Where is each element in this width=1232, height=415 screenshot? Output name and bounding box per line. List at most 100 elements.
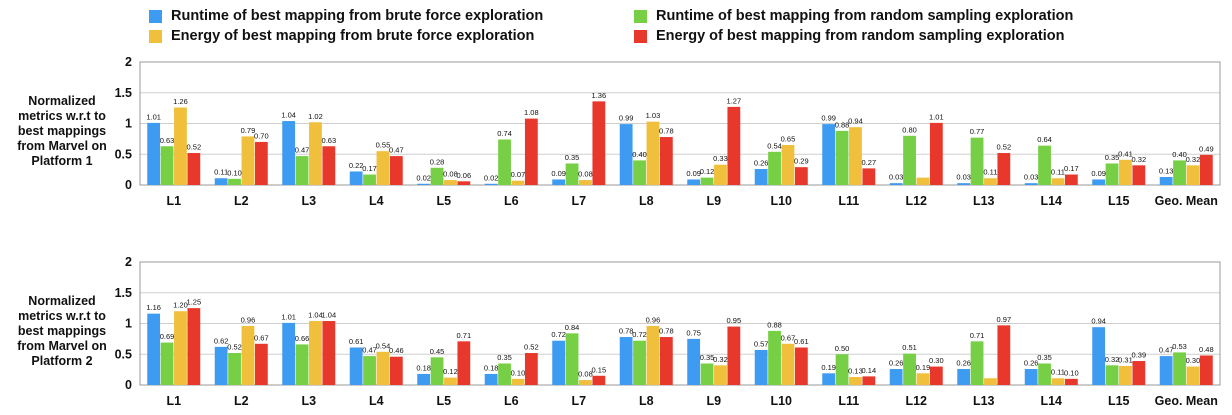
bar	[160, 342, 174, 385]
bar	[1186, 165, 1200, 185]
data-label: 1.20	[173, 301, 188, 310]
chart-platform-1: Normalized metrics w.r.t to best mappings f…	[17, 55, 1221, 208]
x-category-label: L4	[369, 194, 384, 208]
data-label: 0.06	[457, 171, 472, 180]
bar	[849, 377, 862, 385]
bar	[1038, 363, 1051, 385]
data-label: 0.26	[754, 159, 769, 168]
data-label: 0.63	[160, 136, 175, 145]
y-tick-label: 1.5	[115, 286, 132, 300]
data-label: 0.26	[956, 359, 971, 368]
y-tick-label: 0	[125, 178, 132, 192]
bar	[714, 164, 727, 185]
x-category-label: L2	[234, 194, 249, 208]
bar	[714, 365, 727, 385]
bar	[1119, 159, 1132, 185]
bar	[1186, 366, 1200, 385]
bar	[322, 321, 336, 385]
data-label: 0.99	[821, 114, 836, 123]
plot-frame	[139, 261, 1221, 386]
data-label: 0.80	[902, 125, 917, 134]
legend-item-energy-brute-force: Energy of best mapping from brute force …	[149, 27, 534, 45]
x-category-label: L14	[1040, 194, 1062, 208]
data-label: 0.57	[754, 339, 769, 348]
data-label: 0.28	[430, 157, 445, 166]
x-category-label: L10	[770, 194, 792, 208]
bar	[1159, 177, 1173, 185]
bar	[957, 369, 971, 385]
bar	[174, 311, 187, 385]
data-label: 0.10	[1064, 368, 1079, 377]
x-category-label: L12	[905, 194, 927, 208]
x-category-label: L10	[770, 394, 792, 408]
data-label: 0.14	[862, 366, 877, 375]
bar	[1173, 352, 1186, 385]
data-label: 0.49	[1199, 144, 1214, 153]
x-category-label: L13	[973, 394, 995, 408]
y-axis-label: Normalized metrics w.r.t to best mappings f…	[17, 294, 107, 368]
legend-item-runtime-random-sampling: Runtime of best mapping from random samp…	[634, 7, 1073, 25]
legend-label-energy-brute-force: Energy of best mapping from brute force …	[171, 28, 535, 44]
x-category-label: L6	[504, 394, 519, 408]
bar	[498, 139, 511, 185]
data-label: 0.10	[511, 368, 526, 377]
legend-item-energy-random-sampling: Energy of best mapping from random sampl…	[634, 27, 1064, 45]
data-label: 0.33	[713, 154, 728, 163]
bar	[484, 183, 498, 185]
bar	[889, 183, 903, 185]
bar	[430, 357, 444, 385]
bar	[282, 322, 296, 385]
bar	[309, 122, 322, 185]
x-category-label: Geo. Mean	[1155, 394, 1218, 408]
bar	[1105, 365, 1119, 385]
data-label: 0.35	[497, 353, 512, 362]
bar	[322, 146, 336, 185]
y-tick-label: 1	[125, 117, 132, 131]
bar	[174, 107, 187, 185]
x-category-label: L2	[234, 394, 249, 408]
y-tick-label: 1.5	[115, 86, 132, 100]
data-label: 0.78	[659, 127, 674, 136]
bar	[349, 347, 363, 385]
bar	[1038, 145, 1051, 185]
bar	[565, 333, 579, 385]
bar	[511, 378, 525, 385]
bar	[768, 151, 781, 185]
x-category-label: L11	[838, 194, 859, 208]
data-label: 0.94	[848, 117, 863, 126]
bar	[349, 171, 363, 185]
bar	[1173, 160, 1186, 185]
data-label: 0.13	[848, 367, 863, 376]
data-label: 0.79	[241, 126, 256, 135]
bar	[309, 321, 322, 385]
bar	[579, 180, 592, 185]
bar	[659, 137, 673, 185]
data-label: 0.74	[497, 129, 512, 138]
bar	[659, 337, 673, 385]
bar	[295, 344, 309, 385]
bar	[822, 373, 836, 385]
data-label: 0.18	[416, 363, 431, 372]
bar	[862, 168, 876, 185]
x-category-label: L1	[166, 394, 181, 408]
bar	[214, 178, 228, 185]
x-category-label: L12	[905, 394, 927, 408]
plot-frame	[139, 61, 1221, 186]
bar	[781, 343, 795, 385]
bar	[903, 353, 916, 385]
x-category-label: L4	[369, 394, 384, 408]
bar	[254, 141, 268, 185]
bar	[592, 375, 606, 385]
bar	[241, 325, 255, 385]
data-label: 0.67	[781, 333, 796, 342]
y-tick-label: 2	[125, 255, 132, 269]
y-axis-label: Normalized metrics w.r.t to best mappings f…	[17, 94, 107, 168]
x-category-label: L13	[973, 194, 995, 208]
data-label: 0.39	[1132, 351, 1147, 360]
y-tick-label: 1	[125, 317, 132, 331]
x-category-label: L11	[838, 394, 859, 408]
data-label: 0.71	[457, 331, 472, 340]
bar	[970, 137, 984, 185]
bar	[619, 337, 633, 385]
data-label: 0.78	[659, 327, 674, 336]
